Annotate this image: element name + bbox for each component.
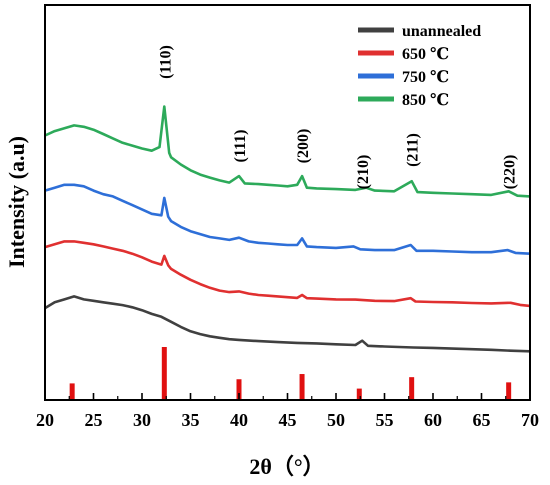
reference-bars-layer — [69, 347, 512, 399]
x-tick-label-10: 70 — [521, 410, 539, 430]
reference-bar-2 — [236, 379, 242, 399]
peak-label-0: (110) — [157, 45, 174, 79]
peak-labels-layer: (110) (111) (200) (210) (211) (220) — [157, 45, 518, 189]
series-line-0 — [44, 295, 531, 353]
series-layer — [44, 105, 531, 353]
x-tick-label-7: 55 — [376, 410, 394, 430]
reference-bar-6 — [506, 382, 512, 399]
x-ticks-layer: 20 25 30 35 40 45 50 55 60 65 70 — [36, 393, 539, 430]
x-tick-label-3: 35 — [182, 410, 200, 430]
reference-bar-5 — [409, 377, 415, 399]
x-tick-label-1: 25 — [85, 410, 103, 430]
legend-label-3: 850 ℃ — [402, 92, 449, 109]
x-tick-label-2: 30 — [133, 410, 151, 430]
x-tick-label-5: 45 — [279, 410, 297, 430]
x-tick-label-9: 65 — [473, 410, 491, 430]
peak-label-1: (111) — [232, 130, 249, 163]
x-tick-label-8: 60 — [424, 410, 442, 430]
reference-bar-1 — [161, 347, 167, 399]
legend-label-0: unannealed — [402, 23, 481, 40]
reference-bar-3 — [299, 374, 305, 399]
legend: unannealed 650 ℃ 750 ℃ 850 ℃ — [358, 23, 481, 109]
reference-bar-4 — [356, 388, 362, 399]
plot-frame — [44, 4, 531, 401]
series-line-2 — [44, 183, 531, 255]
legend-label-1: 650 ℃ — [402, 46, 449, 63]
peak-label-4: (211) — [405, 133, 422, 167]
x-axis-label: 2θ（°） — [249, 454, 324, 479]
peak-label-2: (200) — [295, 129, 312, 164]
y-axis-label: Intensity (a.u) — [4, 136, 29, 268]
x-tick-label-0: 20 — [36, 410, 54, 430]
series-line-3 — [44, 105, 531, 198]
peak-label-3: (210) — [355, 155, 372, 190]
legend-label-2: 750 ℃ — [402, 69, 449, 86]
x-tick-label-4: 40 — [230, 410, 248, 430]
series-line-1 — [44, 240, 531, 308]
peak-label-5: (220) — [502, 155, 519, 190]
reference-bar-0 — [69, 383, 75, 399]
x-tick-label-6: 50 — [327, 410, 345, 430]
